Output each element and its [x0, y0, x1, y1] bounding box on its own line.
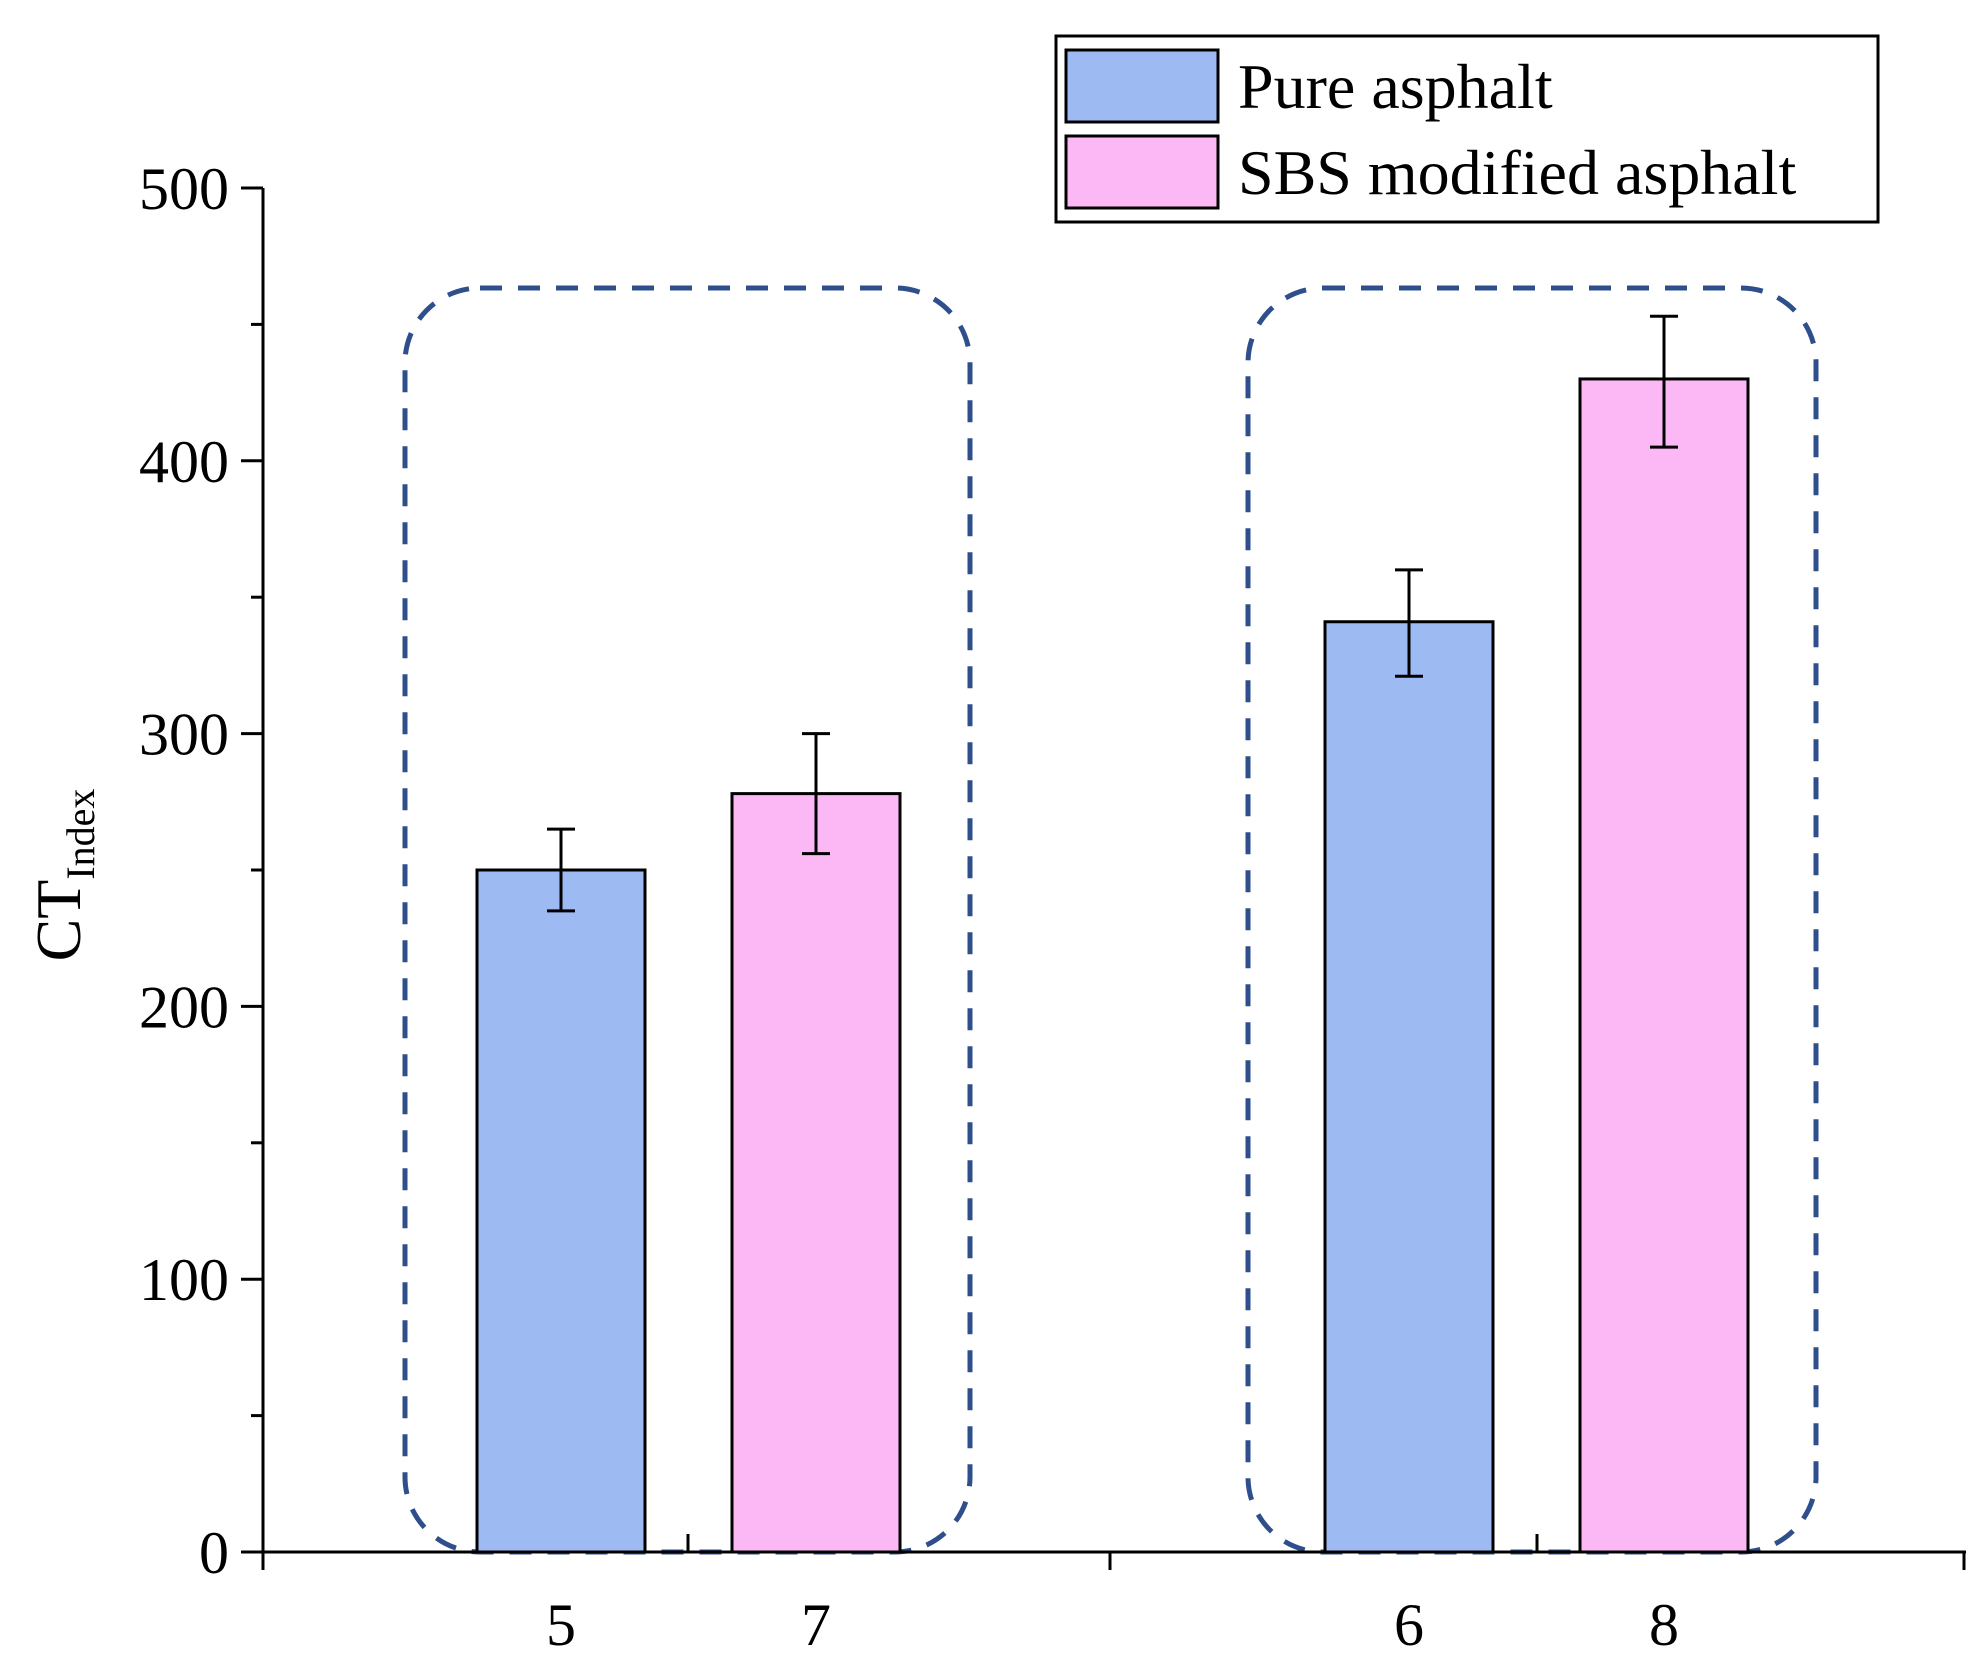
y-tick-label-500: 500 — [139, 156, 229, 222]
y-tick-label-400: 400 — [139, 429, 229, 495]
y-ticks: 0 100 200 300 400 500 — [139, 156, 263, 1586]
y-tick-label-200: 200 — [139, 974, 229, 1040]
bar-5 — [475, 868, 647, 1554]
y-tick-label-300: 300 — [139, 702, 229, 768]
x-tick-label-7: 7 — [801, 1592, 831, 1658]
legend-swatch-sbs-modified-asphalt — [1064, 134, 1220, 210]
bars-layer — [475, 377, 1750, 1554]
group-box-1 — [402, 285, 973, 1555]
y-axis-title-main: CT — [23, 880, 94, 962]
legend: Pure asphalt SBS modified asphalt — [1054, 34, 1880, 224]
legend-label-sbs-modified-asphalt: SBS modified asphalt — [1238, 137, 1796, 208]
y-tick-label-100: 100 — [139, 1247, 229, 1313]
y-axis-title-subscript: Index — [58, 789, 103, 880]
y-tick-label-0: 0 — [199, 1520, 229, 1586]
bar-6 — [1323, 620, 1495, 1554]
y-axis-title: CTIndex — [23, 789, 103, 962]
x-tick-label-8: 8 — [1649, 1592, 1679, 1658]
legend-swatch-pure-asphalt — [1064, 48, 1220, 124]
legend-label-pure-asphalt: Pure asphalt — [1238, 51, 1553, 122]
x-tick-label-6: 6 — [1394, 1592, 1424, 1658]
x-tick-label-5: 5 — [546, 1592, 576, 1658]
x-ticks: 5 7 6 8 — [261, 1534, 1966, 1658]
bar-8 — [1578, 377, 1750, 1554]
error-bars-layer — [547, 314, 1678, 913]
bar-7 — [730, 792, 902, 1554]
